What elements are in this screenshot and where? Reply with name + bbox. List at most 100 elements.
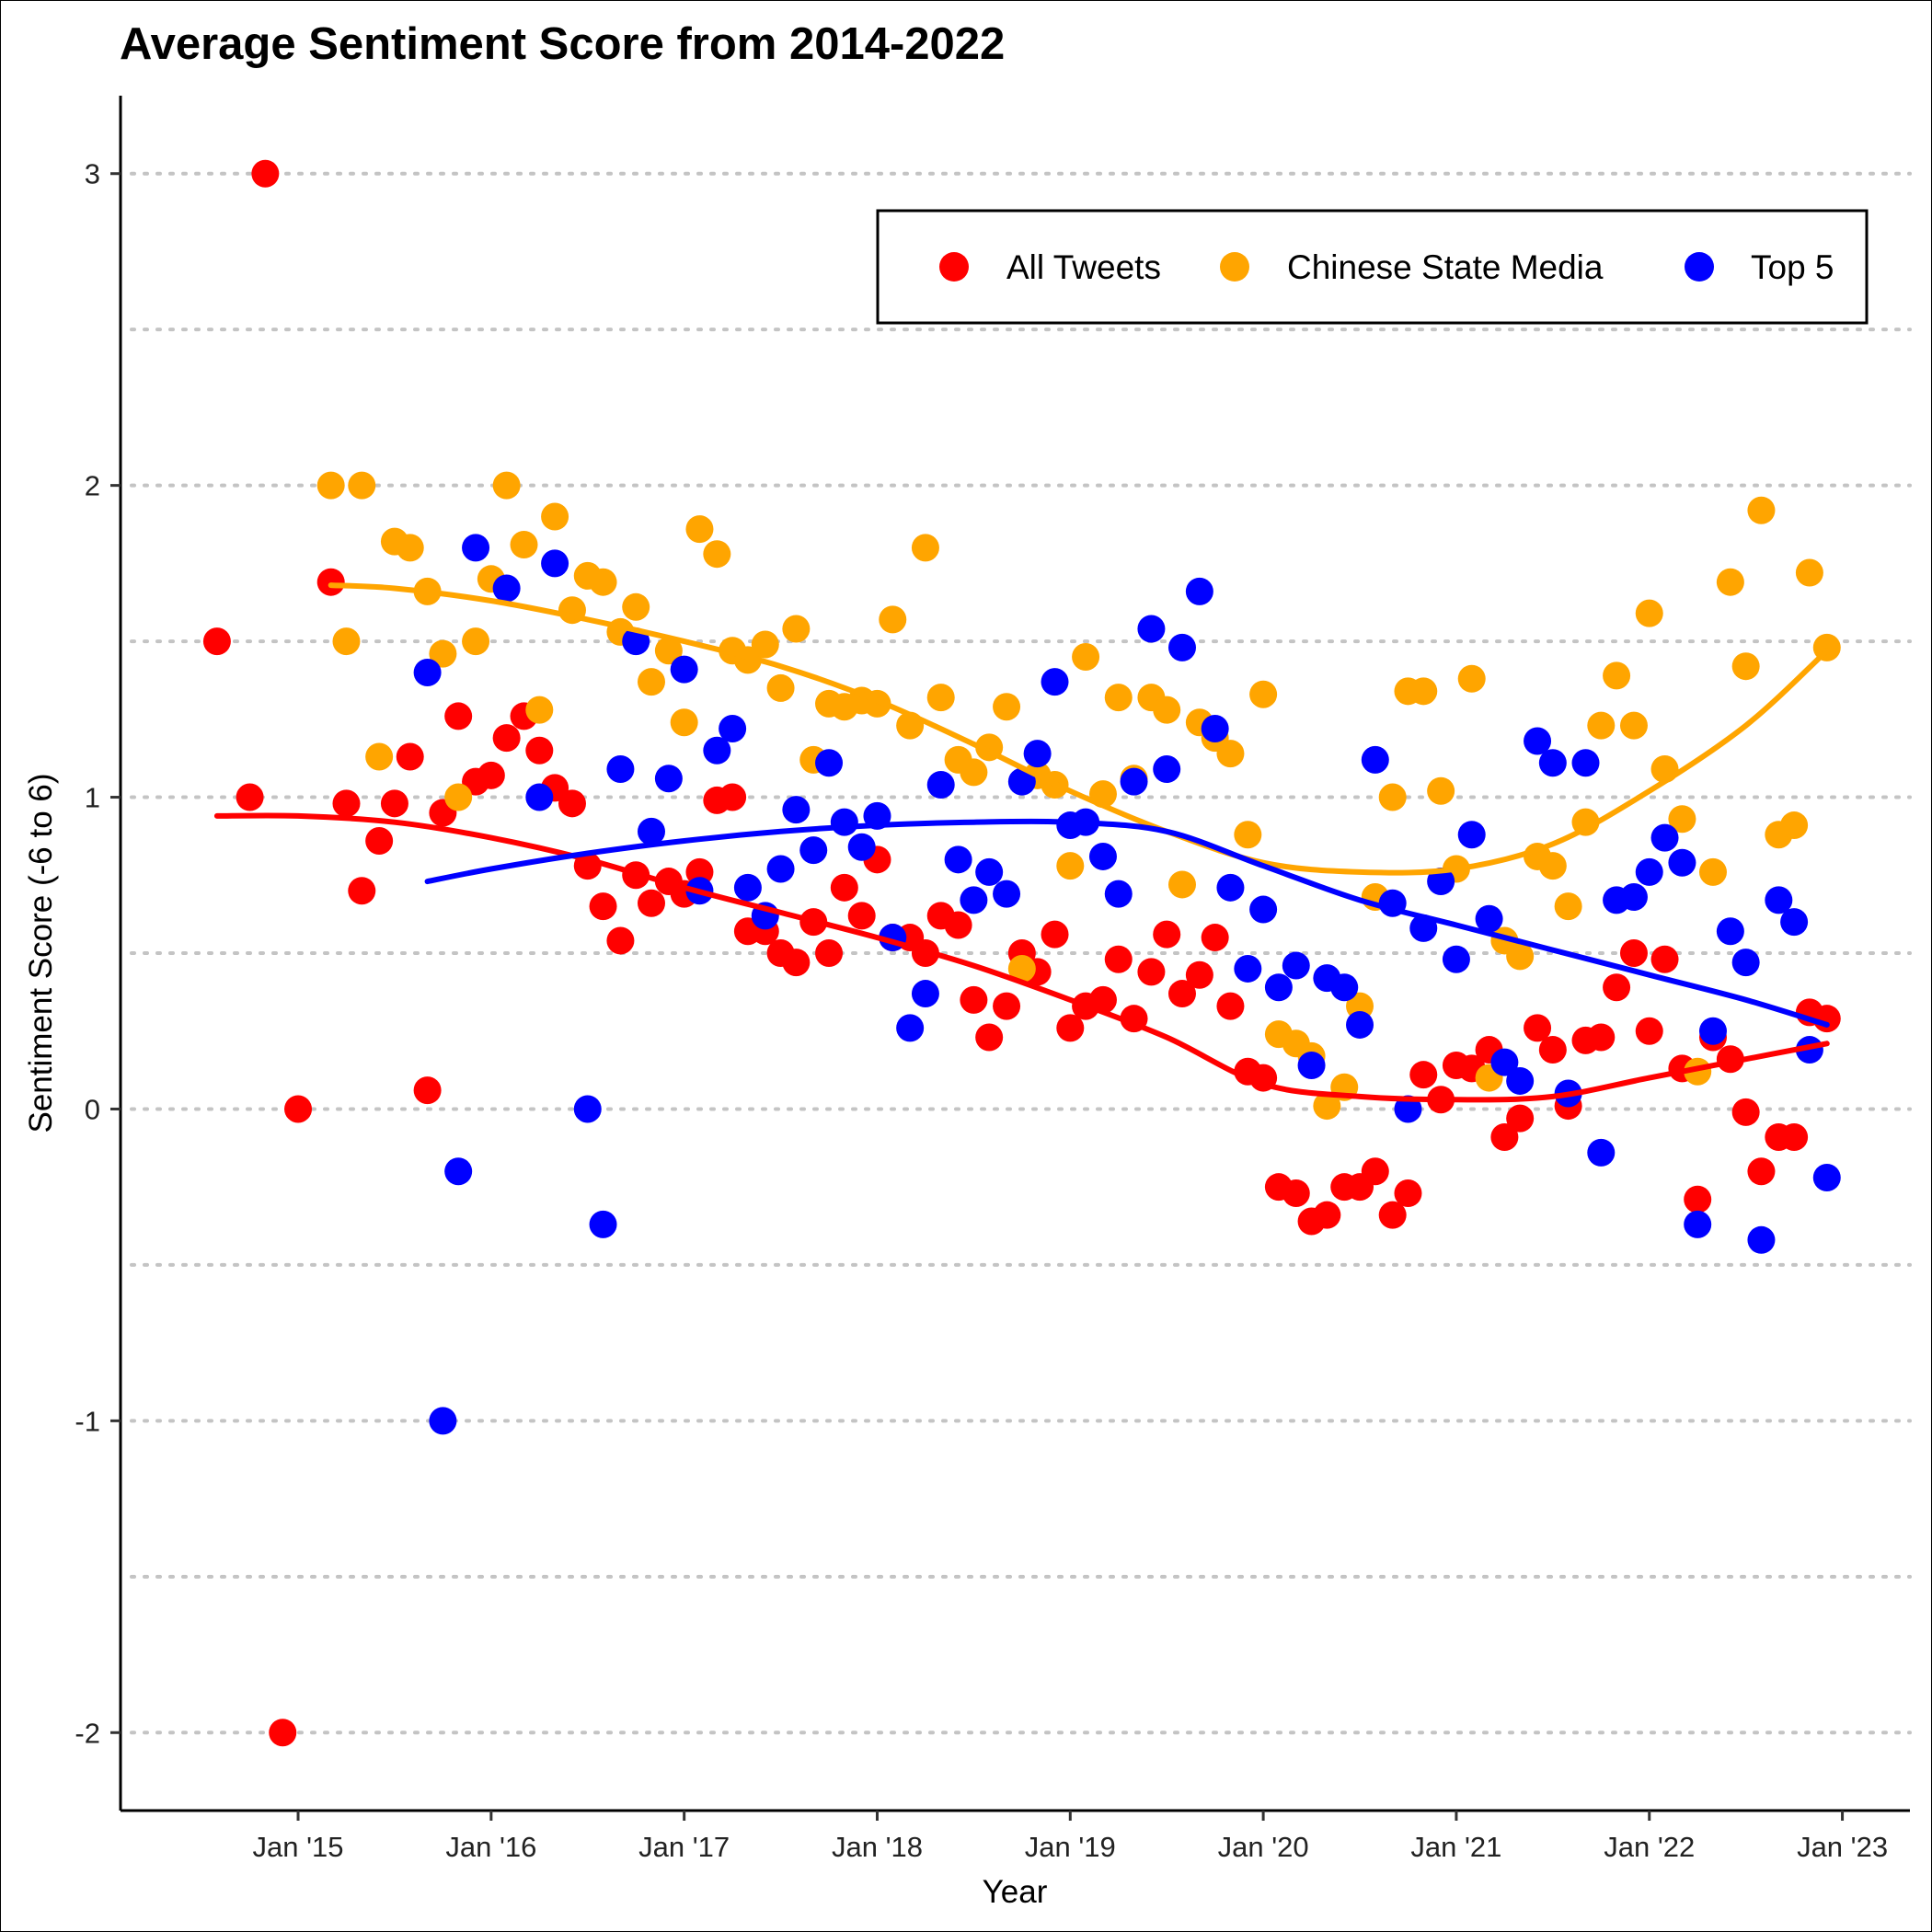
data-point	[573, 1095, 602, 1123]
data-point	[492, 471, 521, 500]
data-point	[332, 627, 361, 656]
data-point	[492, 724, 521, 753]
data-point	[1635, 599, 1663, 627]
data-point	[926, 770, 955, 799]
x-axis-ticks: Jan '15 Jan '16 Jan '17 Jan '18 Jan '19 Jan '…	[253, 1811, 1888, 1863]
data-point	[1167, 980, 1196, 1008]
data-point	[348, 877, 376, 905]
data-point	[1153, 755, 1181, 784]
data-point	[1698, 1017, 1727, 1045]
x-tick-label: Jan '17	[638, 1831, 730, 1863]
data-point	[589, 892, 617, 921]
data-point	[1765, 886, 1793, 914]
y-axis-ticks: -2 -1 0 1 2 3	[75, 158, 121, 1749]
data-point	[847, 902, 876, 930]
data-point	[670, 655, 698, 684]
data-point	[1297, 1052, 1326, 1080]
data-point	[365, 742, 394, 771]
data-point	[1506, 1066, 1535, 1095]
data-point	[975, 857, 1004, 886]
data-point	[1731, 652, 1760, 681]
data-point	[960, 758, 988, 787]
data-point	[960, 985, 988, 1014]
data-point	[975, 1023, 1004, 1052]
data-point	[1041, 668, 1069, 696]
data-point	[1185, 577, 1213, 605]
data-point	[1264, 973, 1293, 1002]
data-point	[1619, 711, 1648, 740]
data-point	[348, 471, 376, 500]
data-point	[413, 1076, 442, 1105]
data-point	[1619, 939, 1648, 967]
x-tick-label: Jan '21	[1410, 1831, 1501, 1863]
data-point	[1457, 664, 1486, 693]
trend-lines	[213, 582, 1830, 1103]
x-tick-label: Jan '19	[1025, 1831, 1116, 1863]
data-point	[1747, 1225, 1776, 1254]
data-point	[637, 817, 665, 845]
data-point	[782, 796, 811, 824]
data-point	[1216, 992, 1245, 1020]
data-point	[1104, 945, 1133, 973]
data-point	[1216, 873, 1245, 902]
data-point	[637, 889, 665, 917]
data-point	[703, 736, 731, 765]
data-point	[944, 911, 972, 939]
data-point	[993, 880, 1021, 908]
data-point	[477, 761, 505, 789]
data-point	[1167, 633, 1196, 661]
data-point	[1603, 661, 1631, 690]
data-point	[1731, 1098, 1760, 1126]
data-point	[269, 1719, 297, 1747]
data-point	[751, 630, 779, 659]
data-point	[1378, 1201, 1407, 1229]
y-tick-label: 1	[85, 782, 100, 814]
y-tick-label: 2	[85, 470, 100, 502]
data-point	[1457, 821, 1486, 849]
data-point	[1587, 711, 1616, 740]
data-point	[1490, 1122, 1519, 1151]
y-tick-label: 3	[85, 158, 100, 190]
data-point	[1538, 852, 1567, 880]
data-point	[525, 696, 554, 724]
data-point	[462, 534, 490, 562]
data-point	[1538, 1036, 1567, 1064]
data-point	[670, 708, 698, 737]
data-point	[1330, 973, 1359, 1002]
data-point	[1716, 568, 1744, 596]
data-point	[944, 845, 972, 874]
data-point	[1394, 1095, 1422, 1123]
data-point	[1282, 1179, 1310, 1207]
data-point	[396, 534, 424, 562]
data-point	[316, 568, 345, 596]
data-point	[1409, 677, 1438, 706]
data-point	[654, 765, 683, 793]
data-point	[1780, 1122, 1809, 1151]
data-point	[1619, 882, 1648, 911]
data-point	[993, 693, 1021, 721]
data-point	[1795, 558, 1823, 587]
data-point	[654, 637, 683, 665]
data-point	[1104, 684, 1133, 712]
data-point	[1234, 821, 1262, 849]
grid-lines	[130, 171, 1912, 1735]
x-tick-label: Jan '15	[253, 1831, 344, 1863]
data-point	[1747, 1157, 1776, 1186]
data-point	[541, 502, 569, 531]
legend-label-chinese-state-media: Chinese State Media	[1287, 248, 1604, 286]
legend-label-top-5: Top 5	[1751, 248, 1834, 286]
data-point	[703, 540, 731, 569]
x-tick-label: Jan '20	[1218, 1831, 1309, 1863]
data-point	[1137, 615, 1166, 643]
data-point	[510, 531, 538, 559]
data-point	[1475, 904, 1503, 933]
x-tick-label: Jan '18	[832, 1831, 923, 1863]
data-point	[1812, 1005, 1841, 1033]
data-point	[830, 873, 858, 902]
trend-line-chinese-state-media	[328, 582, 1830, 876]
data-point	[1007, 767, 1036, 796]
legend-marker-top-5	[1685, 252, 1714, 282]
data-point	[365, 826, 394, 855]
legend-label-all-tweets: All Tweets	[1006, 248, 1161, 286]
